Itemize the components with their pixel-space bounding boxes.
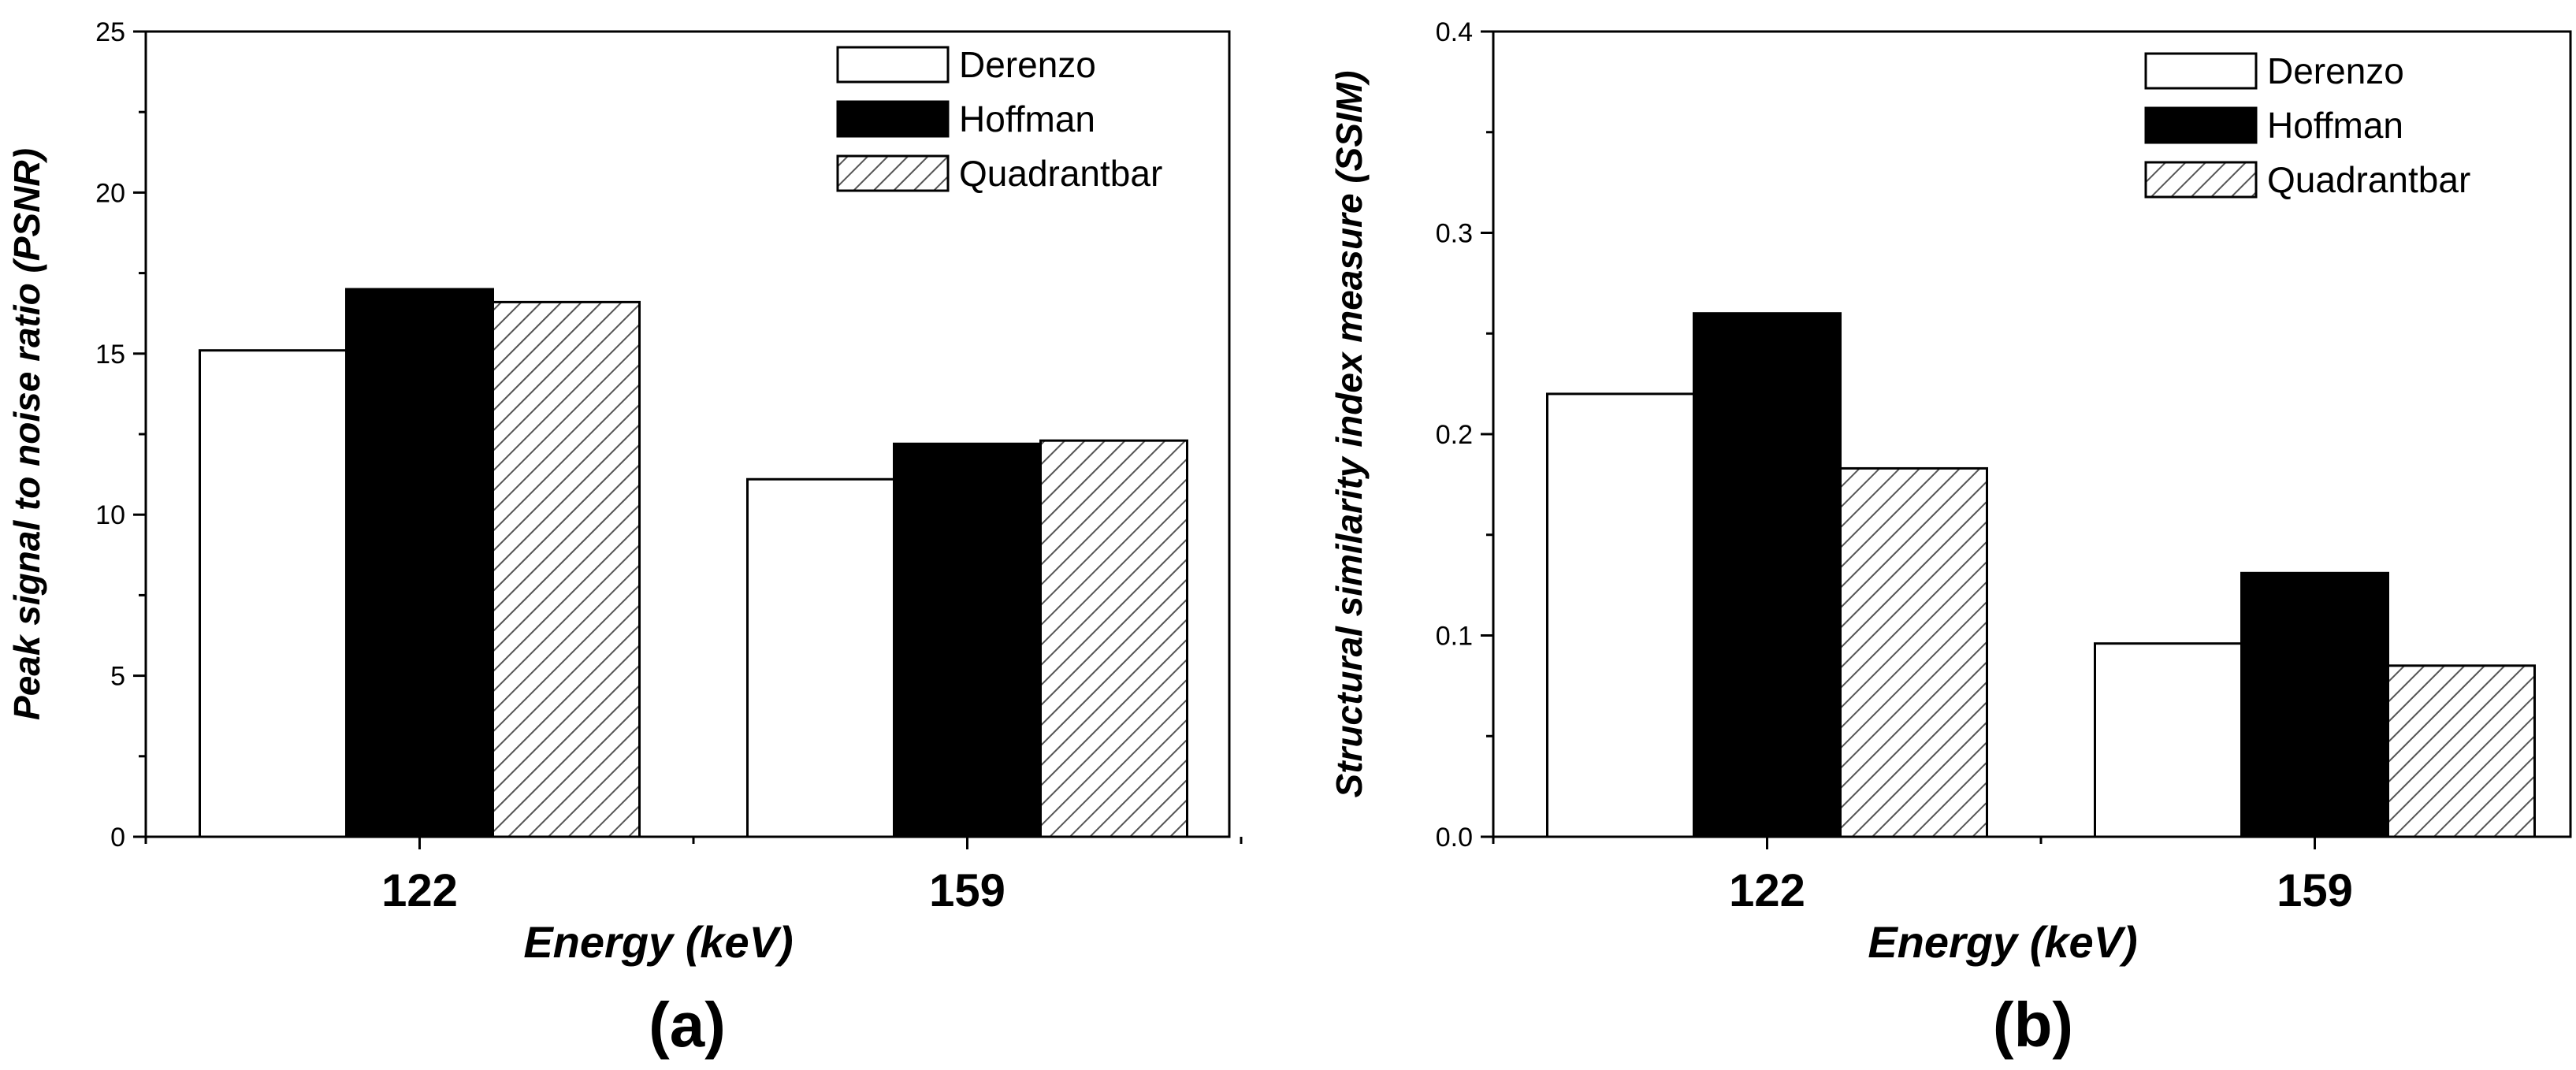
y-tick-label: 0.3: [1436, 219, 1473, 249]
legend-label-quadrantbar: Quadrantbar: [959, 153, 1162, 194]
legend-label-hoffman: Hoffman: [959, 98, 1095, 139]
x-axis-label: Energy (keV): [1868, 917, 2137, 967]
bar-hoffman-122: [1693, 312, 1842, 838]
y-tick-label: 0: [110, 823, 125, 853]
x-tick-label: 122: [1729, 865, 1805, 916]
y-tick-label: 10: [95, 500, 125, 530]
bar-quadrantbar-159: [1039, 439, 1188, 838]
bar-hoffman-159: [2240, 571, 2389, 838]
y-tick-label: 5: [110, 662, 125, 692]
panel-a-chart: 122 159 0 5 10 15 20 25 Energy (keV) Peak signal …: [6, 17, 1243, 1060]
y-tick-label: 0.1: [1436, 622, 1473, 652]
bar-quadrantbar-122: [492, 300, 641, 838]
y-tick-label: 15: [95, 340, 125, 370]
panel-label: (a): [649, 990, 726, 1060]
legend-swatch-hoffman: [2144, 106, 2258, 144]
legend-swatch-derenzo: [2144, 52, 2258, 90]
bar-derenzo-122: [199, 349, 348, 838]
x-tick-label: 159: [929, 865, 1005, 916]
legend-swatch-quadrantbar: [836, 154, 950, 192]
panel-b-chart: 122 159 0.0 0.1 0.2 0.3 0.4 Energy (keV) Structu…: [1329, 17, 2572, 1060]
x-tick-label: 159: [2277, 865, 2353, 916]
legend-swatch-derenzo: [836, 46, 950, 84]
bar-hoffman-159: [893, 442, 1042, 838]
legend-label-derenzo: Derenzo: [2267, 50, 2404, 91]
bar-derenzo-159: [746, 477, 895, 838]
legend-label-derenzo: Derenzo: [959, 44, 1096, 85]
bar-hoffman-122: [345, 288, 494, 838]
y-axis-label: Structural similarity index measure (SSI…: [1329, 71, 1370, 798]
bar-quadrantbar-159: [2387, 664, 2536, 838]
y-axis-label: Peak signal to noise ratio (PSNR): [6, 148, 47, 720]
y-tick-label: 20: [95, 178, 125, 208]
panel-label: (b): [1993, 990, 2073, 1060]
plot-frame: [144, 30, 1231, 838]
y-tick-label: 0.0: [1436, 823, 1473, 853]
y-tick-label: 25: [95, 17, 125, 47]
legend-swatch-hoffman: [836, 100, 950, 138]
legend-label-quadrantbar: Quadrantbar: [2267, 159, 2470, 200]
x-tick-label: 122: [381, 865, 458, 916]
bar-derenzo-159: [2094, 642, 2243, 838]
legend-swatch-quadrantbar: [2144, 161, 2258, 199]
x-axis-label: Energy (keV): [523, 917, 793, 967]
bar-derenzo-122: [1546, 392, 1695, 838]
y-tick-label: 0.2: [1436, 420, 1473, 450]
y-tick-label: 0.4: [1436, 17, 1473, 47]
plot-frame: [1492, 30, 2572, 838]
legend-label-hoffman: Hoffman: [2267, 105, 2403, 146]
bar-quadrantbar-122: [1839, 466, 1988, 838]
